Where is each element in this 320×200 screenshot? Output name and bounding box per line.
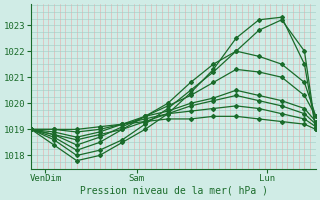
X-axis label: Pression niveau de la mer( hPa ): Pression niveau de la mer( hPa ) bbox=[80, 186, 268, 196]
